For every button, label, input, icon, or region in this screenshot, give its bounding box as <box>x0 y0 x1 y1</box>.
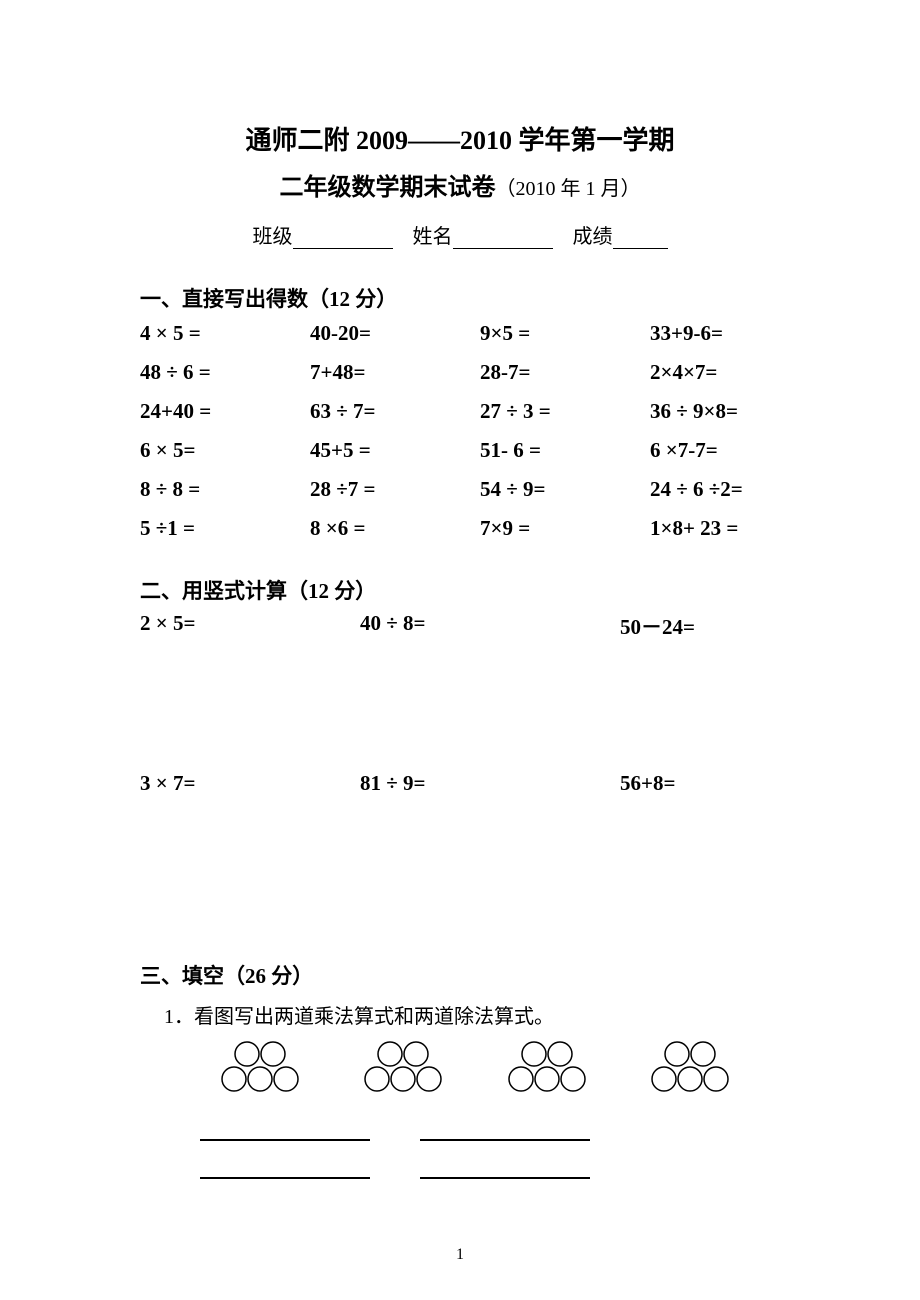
q-cell: 4 × 5 = <box>140 321 310 346</box>
q-cell: 28-7= <box>480 360 650 385</box>
answer-blank <box>200 1161 370 1179</box>
q-cell: 28 ÷7 = <box>310 477 480 502</box>
q-cell: 8 ×6 = <box>310 516 480 541</box>
circle-group <box>220 1041 300 1093</box>
section-3-heading: 三、填空（26 分） <box>140 960 780 990</box>
q-cell: 63 ÷ 7= <box>310 399 480 424</box>
name-label: 姓名 <box>413 226 453 248</box>
workspace-gap-2 <box>140 796 780 926</box>
q-cell: 40-20= <box>310 321 480 346</box>
q-cell: 48 ÷ 6 = <box>140 360 310 385</box>
answer-blank <box>420 1123 590 1141</box>
title-line-2: 二年级数学期末试卷（2010 年 1 月） <box>140 167 780 202</box>
answer-blank <box>420 1161 590 1179</box>
q-cell: 8 ÷ 8 = <box>140 477 310 502</box>
q-cell: 24+40 = <box>140 399 310 424</box>
title-line-1: 通师二附 2009——2010 学年第一学期 <box>140 120 780 157</box>
q-cell: 81 ÷ 9= <box>360 771 620 796</box>
class-blank <box>293 230 393 249</box>
q-cell: 33+9-6= <box>650 321 800 346</box>
q-cell: 2 × 5= <box>140 611 360 641</box>
q-cell: 2×4×7= <box>650 360 800 385</box>
q-cell: 24 ÷ 6 ÷2= <box>650 477 800 502</box>
q-cell: 51- 6 = <box>480 438 650 463</box>
q-cell: 6 × 5= <box>140 438 310 463</box>
section-3-q1: 1．看图写出两道乘法算式和两道除法算式。 <box>140 1000 780 1029</box>
workspace-gap-1 <box>140 641 780 771</box>
circle-group <box>363 1041 443 1093</box>
q-cell: 54 ÷ 9= <box>480 477 650 502</box>
answer-blank-lines <box>140 1123 780 1179</box>
title-sub: （2010 年 1 月） <box>496 178 641 200</box>
q-cell: 56+8= <box>620 771 800 796</box>
section-2-row-1: 2 × 5= 40 ÷ 8= 50－24= <box>140 611 780 641</box>
q-cell: 40 ÷ 8= <box>360 611 620 641</box>
q-cell: 3 × 7= <box>140 771 360 796</box>
q-cell: 50－24= <box>620 611 800 641</box>
q-cell: 6 ×7-7= <box>650 438 800 463</box>
q-cell: 36 ÷ 9×8= <box>650 399 800 424</box>
section-2-heading: 二、用竖式计算（12 分） <box>140 575 780 605</box>
score-label: 成绩 <box>573 226 613 248</box>
title-main: 二年级数学期末试卷 <box>280 175 496 201</box>
class-label: 班级 <box>253 226 293 248</box>
q-cell: 7×9 = <box>480 516 650 541</box>
circle-group <box>507 1041 587 1093</box>
q-cell: 1×8+ 23 = <box>650 516 800 541</box>
name-blank <box>453 230 553 249</box>
score-blank <box>613 230 668 249</box>
answer-blank <box>200 1123 370 1141</box>
section-2-row-2: 3 × 7= 81 ÷ 9= 56+8= <box>140 771 780 796</box>
page-number: 1 <box>0 1246 920 1264</box>
q-cell: 5 ÷1 = <box>140 516 310 541</box>
q-cell: 27 ÷ 3 = <box>480 399 650 424</box>
exam-page: 通师二附 2009——2010 学年第一学期 二年级数学期末试卷（2010 年 … <box>0 0 920 1300</box>
circle-group <box>650 1041 730 1093</box>
circle-groups-figure <box>140 1041 780 1093</box>
q-cell: 45+5 = <box>310 438 480 463</box>
q-cell: 7+48= <box>310 360 480 385</box>
section-1-grid: 4 × 5 = 40-20= 9×5 = 33+9-6= 48 ÷ 6 = 7+… <box>140 321 780 541</box>
section-1-heading: 一、直接写出得数（12 分） <box>140 283 780 313</box>
q-cell: 9×5 = <box>480 321 650 346</box>
student-info-line: 班级 姓名 成绩 <box>140 220 780 249</box>
